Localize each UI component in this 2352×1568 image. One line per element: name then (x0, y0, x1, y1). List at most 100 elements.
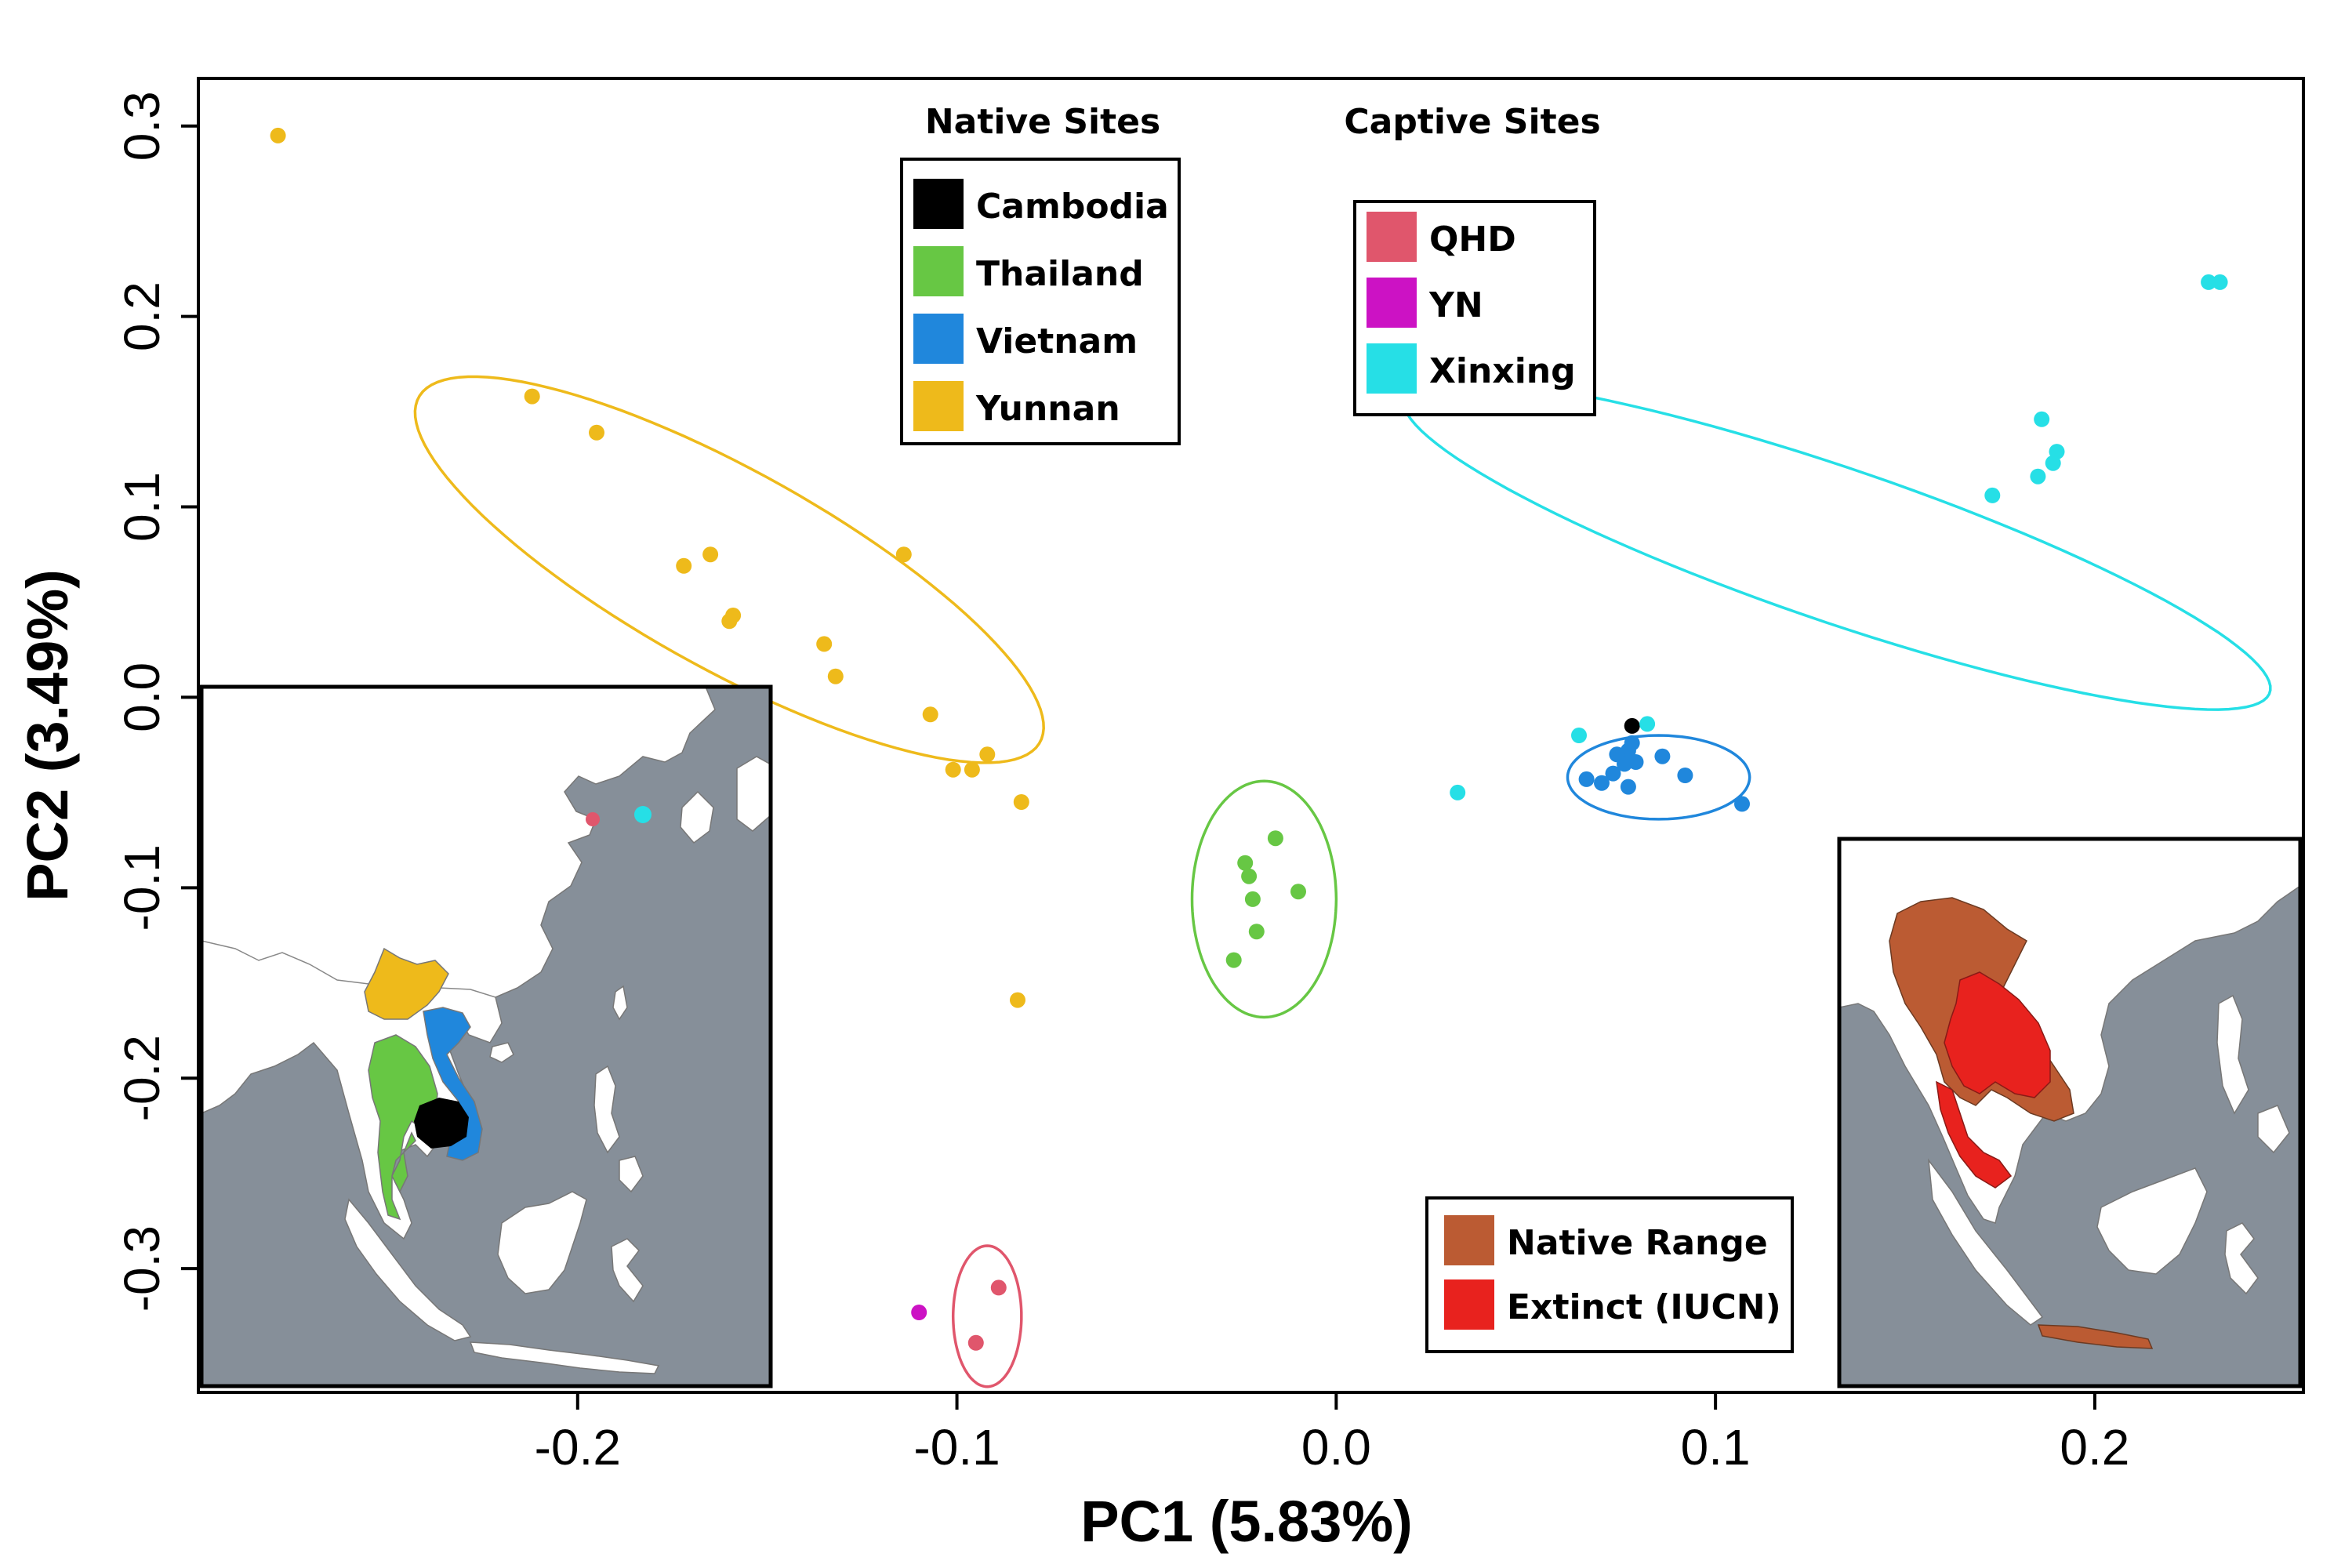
native-legend-thailand-swatch (913, 246, 964, 296)
range-sumatra-island (1927, 1158, 2044, 1326)
qhd-site-marker (586, 812, 600, 826)
yunnan-ellipse (413, 375, 1045, 764)
vietnam-ellipse (1566, 734, 1751, 821)
philippines-islands (593, 1065, 644, 1193)
range-legend-extinct-iucn-swatch (1444, 1279, 1494, 1330)
yunnan-point (1010, 992, 1025, 1008)
range-philippines-islands (2216, 994, 2290, 1154)
y-tick-label: 0.0 (114, 662, 170, 732)
captive-sites-legend: Captive Sites QHD YN Xinxing (1344, 102, 1601, 416)
hainan-island (489, 1042, 514, 1063)
xinxing-point (2045, 455, 2061, 471)
range-legend: Native Range Extinct (IUCN) (1425, 1196, 1794, 1353)
japan-korea-landmass (680, 756, 771, 844)
xinxing-point (2034, 411, 2050, 427)
captive-legend-xinxing-swatch (1367, 343, 1417, 394)
qhd-point (967, 1334, 984, 1351)
x-axis-label: PC1 (5.83%) (1080, 1489, 1413, 1554)
extinct-iucn-region (1936, 971, 2051, 1189)
vietnam-point (1605, 765, 1621, 782)
xinxing-point (1450, 784, 1466, 800)
y-axis-label: PC2 (3.49%) (15, 569, 80, 902)
captive-sites-legend-title: Captive Sites (1344, 102, 1600, 142)
xinxing-point (1571, 728, 1587, 743)
vietnam-point (1677, 768, 1693, 783)
yunnan-point (979, 746, 996, 763)
xinxing-site-marker (634, 806, 652, 823)
xinxing-point (2212, 274, 2228, 290)
yunnan-point (1013, 794, 1029, 810)
qhd-ellipse (951, 1244, 1023, 1388)
yunnan-point (827, 668, 844, 684)
vietnam-point (1654, 748, 1671, 764)
y-tick-label: -0.3 (114, 1225, 170, 1312)
y-tick-label: -0.2 (114, 1035, 170, 1121)
range-legend-native-range-label: Native Range (1507, 1223, 1768, 1263)
sites-map-frame (199, 684, 773, 1388)
borneo-island (497, 1191, 587, 1294)
x-tick-label: 0.1 (1681, 1419, 1751, 1475)
captive-legend-qhd-swatch (1367, 212, 1417, 262)
y-tick-label: 0.3 (114, 91, 170, 161)
yunnan-point (589, 424, 604, 441)
data-points (270, 127, 2228, 1351)
yunnan-point (270, 127, 286, 143)
range-map-frame (1837, 837, 2303, 1388)
y-axis: 0.3 0.2 0.1 0.0 -0.1 -0.2 -0.3 (114, 91, 198, 1312)
yunnan-point (964, 761, 980, 778)
china-interior-border (201, 940, 496, 998)
sulawesi-island (611, 1238, 644, 1303)
vietnam-point (1734, 796, 1750, 812)
thailand-point (1225, 952, 1242, 968)
thailand-point (1267, 830, 1283, 847)
range-legend-native-range-swatch (1444, 1215, 1494, 1265)
vietnam-point (1617, 756, 1632, 772)
yunnan-point (524, 388, 540, 405)
native-legend-vietnam-label: Vietnam (976, 321, 1138, 361)
thailand-point (1237, 855, 1254, 871)
x-axis: -0.2 -0.1 0.0 0.1 0.2 (535, 1392, 2129, 1475)
yunnan-point (922, 706, 938, 723)
xinxing-point (1639, 716, 1656, 732)
xinxing-point (2201, 274, 2217, 290)
taiwan-island (612, 985, 628, 1021)
yunnan-point (895, 546, 912, 563)
x-tick-label: -0.2 (535, 1419, 621, 1475)
native-legend-cambodia-swatch (913, 179, 964, 229)
java-native-range (2037, 1324, 2154, 1349)
range-legend-extinct-iucn-label: Extinct (IUCN) (1507, 1287, 1781, 1327)
vietnam-point (1620, 779, 1636, 795)
yunnan-point (945, 761, 961, 778)
thailand-point (1248, 924, 1265, 940)
native-sites-legend-title: Native Sites (925, 102, 1160, 142)
x-tick-label: -0.1 (913, 1419, 1000, 1475)
x-tick-label: 0.0 (1301, 1419, 1371, 1475)
native-legend-vietnam-swatch (913, 314, 964, 364)
xinxing-point (1984, 487, 2001, 503)
native-sites-legend: Native Sites Cambodia Thailand Vietnam Yunn… (900, 102, 1181, 445)
qhd-point (990, 1279, 1007, 1296)
captive-legend-yn-swatch (1367, 278, 1417, 328)
y-tick-label: -0.1 (114, 844, 170, 931)
range-sulawesi-island (2224, 1222, 2259, 1295)
sumatra-island (344, 1198, 472, 1341)
yunnan-region (364, 947, 449, 1020)
vietnam-point (1594, 775, 1610, 791)
yunnan-point (721, 613, 738, 630)
native-legend-cambodia-label: Cambodia (976, 187, 1169, 227)
xinxing-point (2030, 468, 2046, 485)
thailand-point (1290, 884, 1306, 900)
thailand-ellipse (1190, 779, 1338, 1019)
yunnan-point (702, 546, 719, 563)
native-legend-yunnan-swatch (913, 381, 964, 431)
vietnam-point (1578, 771, 1595, 787)
captive-legend-xinxing-label: Xinxing (1429, 351, 1576, 391)
yunnan-point (816, 636, 833, 652)
native-legend-thailand-label: Thailand (976, 254, 1144, 294)
native-legend-yunnan-label: Yunnan (975, 389, 1120, 429)
x-tick-label: 0.2 (2060, 1419, 2129, 1475)
java-island (469, 1341, 660, 1374)
range-borneo-island (2096, 1167, 2208, 1275)
cambodia-point (1624, 717, 1640, 734)
